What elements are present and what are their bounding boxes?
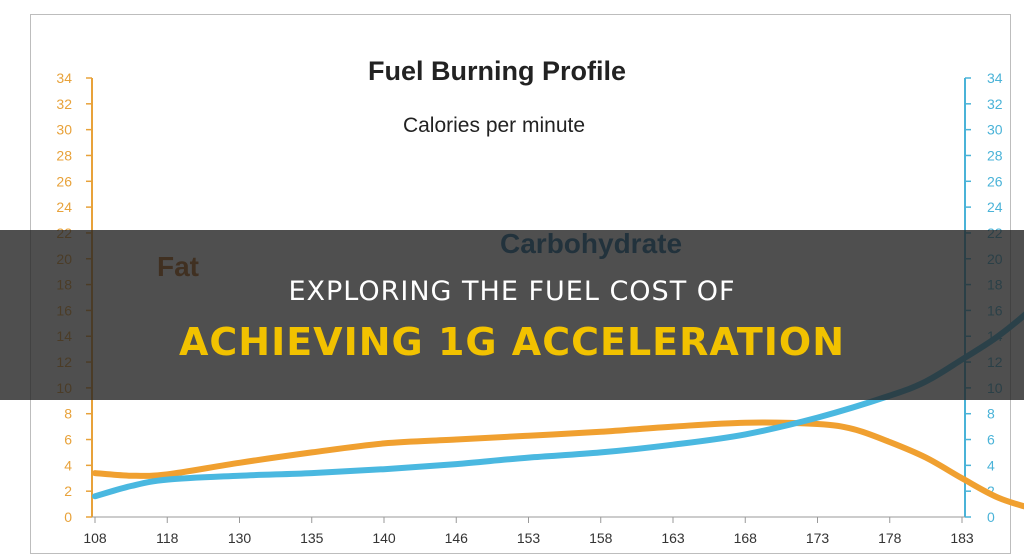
right-y-tick-label: 24 (987, 199, 1003, 215)
banner-heading-line2: ACHIEVING 1G ACCELERATION (178, 320, 846, 364)
x-tick-label: 153 (517, 530, 541, 546)
left-y-tick-label: 0 (64, 509, 72, 525)
right-y-tick-label: 28 (987, 147, 1003, 163)
banner-heading-line1: EXPLORING THE FUEL COST OF (288, 276, 736, 307)
right-y-tick-label: 32 (987, 96, 1003, 112)
x-tick-label: 183 (950, 530, 974, 546)
right-y-tick-label: 8 (987, 406, 995, 422)
left-y-tick-label: 34 (56, 70, 72, 86)
chart-subtitle: Calories per minute (403, 114, 585, 137)
x-tick-label: 118 (156, 530, 179, 546)
x-tick-label: 178 (878, 530, 902, 546)
x-tick-label: 130 (228, 530, 252, 546)
right-y-tick-label: 6 (987, 432, 995, 448)
left-y-tick-label: 4 (64, 457, 72, 473)
x-tick-label: 140 (372, 530, 396, 546)
left-y-tick-label: 2 (64, 483, 72, 499)
x-tick-label: 146 (445, 530, 469, 546)
right-y-tick-label: 34 (987, 70, 1003, 86)
x-tick-label: 163 (661, 530, 685, 546)
left-y-tick-label: 30 (56, 122, 72, 138)
right-y-tick-label: 4 (987, 457, 995, 473)
series-line-fat (92, 419, 1024, 510)
x-tick-label: 135 (300, 530, 324, 546)
x-tick-label: 173 (806, 530, 830, 546)
left-y-tick-label: 26 (56, 173, 72, 189)
chart-title: Fuel Burning Profile (368, 56, 626, 86)
left-y-tick-label: 32 (56, 96, 72, 112)
left-y-tick-label: 6 (64, 432, 72, 448)
right-y-tick-label: 26 (987, 173, 1003, 189)
left-y-tick-label: 28 (56, 147, 72, 163)
x-tick-label: 108 (83, 530, 107, 546)
right-y-tick-label: 0 (987, 509, 995, 525)
title-banner (0, 230, 1024, 400)
left-y-tick-label: 24 (56, 199, 72, 215)
x-tick-label: 168 (734, 530, 758, 546)
left-y-tick-label: 8 (64, 406, 72, 422)
x-tick-label: 158 (589, 530, 613, 546)
right-y-tick-label: 30 (987, 122, 1003, 138)
